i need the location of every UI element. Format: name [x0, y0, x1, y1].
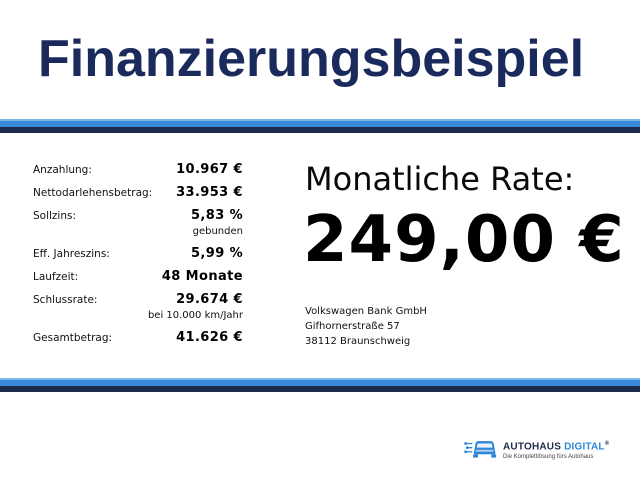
detail-value: 29.674 €	[176, 292, 243, 307]
logo-text-block: AUTOHAUS DIGITAL® Die Komplettlösung für…	[503, 436, 609, 460]
detail-label: Sollzins:	[33, 210, 77, 222]
detail-note: gebunden	[192, 226, 243, 237]
detail-label: Gesamtbetrag:	[33, 332, 113, 344]
financing-details-table: Anzahlung: 10.967 € Nettodarlehensbetrag…	[33, 162, 243, 353]
logo-brand-primary: AUTOHAUS	[503, 441, 562, 453]
monthly-rate-label: Monatliche Rate:	[305, 160, 575, 198]
detail-note: bei 10.000 km/Jahr	[147, 310, 243, 321]
detail-row-eff-jahreszins: Eff. Jahreszins: 5,99 %	[33, 246, 243, 261]
detail-label: Anzahlung:	[33, 164, 92, 176]
registered-trademark-icon: ®	[604, 441, 610, 447]
detail-value: 41.626 €	[176, 330, 243, 345]
detail-row-nettodarlehensbetrag: Nettodarlehensbetrag: 33.953 €	[33, 185, 243, 200]
detail-value: 5,99 %	[190, 246, 243, 261]
bank-street: Gifhornerstraße 57	[305, 321, 400, 332]
bank-name: Volkswagen Bank GmbH	[305, 306, 427, 317]
car-circuit-icon	[464, 441, 497, 458]
bank-city: 38112 Braunschweig	[305, 336, 411, 347]
top-divider-stripe	[0, 119, 640, 133]
detail-row-schlussrate: Schlussrate: 29.674 € bei 10.000 km/Jahr	[33, 292, 243, 322]
monthly-rate-value: 249,00 €	[303, 203, 625, 277]
detail-row-sollzins: Sollzins: 5,83 % gebunden	[33, 208, 243, 238]
logo-brand-secondary: DIGITAL	[564, 441, 605, 453]
detail-row-laufzeit: Laufzeit: 48 Monate	[33, 269, 243, 284]
detail-label: Eff. Jahreszins:	[33, 248, 110, 260]
detail-value: 10.967 €	[176, 162, 243, 177]
detail-value: 5,83 %	[190, 208, 243, 223]
detail-row-gesamtbetrag: Gesamtbetrag: 41.626 €	[33, 330, 243, 345]
detail-label: Nettodarlehensbetrag:	[33, 187, 153, 199]
detail-value: 33.953 €	[176, 185, 243, 200]
page-title: Finanzierungsbeispiel	[38, 30, 585, 88]
detail-row-anzahlung: Anzahlung: 10.967 €	[33, 162, 243, 177]
bank-address: Volkswagen Bank GmbH Gifhornerstraße 57 …	[305, 304, 427, 349]
autohaus-digital-logo: AUTOHAUS DIGITAL® Die Komplettlösung für…	[464, 436, 609, 461]
detail-label: Laufzeit:	[33, 271, 79, 283]
logo-wordmark: AUTOHAUS DIGITAL®	[503, 439, 609, 452]
bottom-divider-stripe	[0, 378, 640, 392]
logo-tagline: Die Komplettlösung fürs Autohaus	[503, 454, 594, 461]
detail-value: 48 Monate	[161, 269, 243, 284]
detail-label: Schlussrate:	[33, 294, 98, 306]
